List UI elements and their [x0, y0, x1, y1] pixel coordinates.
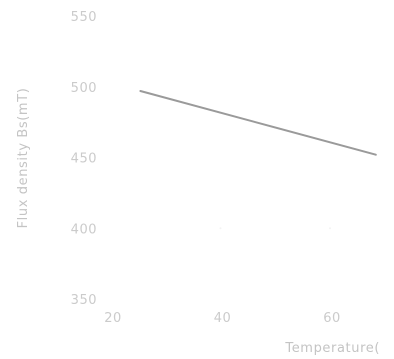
x-tick-label: 60 [323, 311, 341, 326]
y-tick-label: 450 [71, 152, 97, 167]
x-tick-label: 40 [214, 311, 232, 326]
series-group [139, 90, 377, 156]
y-tick-label: 550 [71, 10, 97, 25]
x-axis-ticks: 20 40 60 [104, 227, 341, 326]
x-tick-label: 20 [104, 311, 122, 326]
x-axis-label: Temperature( [284, 341, 380, 356]
y-tick-label: 500 [71, 81, 97, 96]
faint-marker [219, 227, 222, 230]
y-tick-label: 350 [71, 293, 97, 308]
y-axis-ticks: 350 400 450 500 550 [71, 10, 97, 308]
faint-marker [329, 227, 331, 230]
series-line [139, 90, 377, 156]
y-tick-label: 400 [71, 222, 97, 237]
y-axis-label: Flux density Bs(mT) [16, 88, 31, 229]
